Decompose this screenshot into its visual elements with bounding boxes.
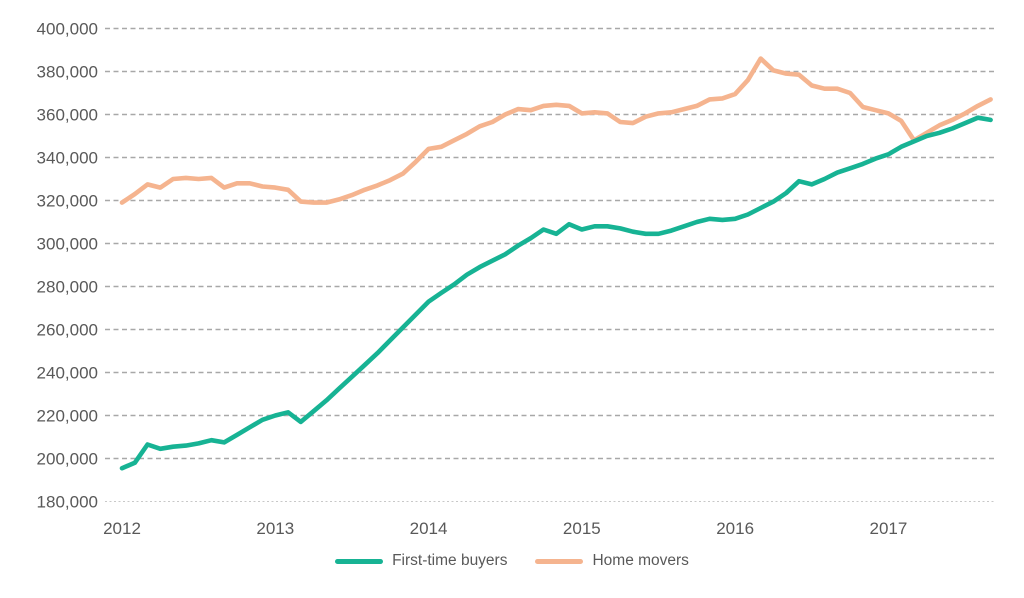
y-tick-label: 380,000	[37, 63, 98, 82]
y-tick-label: 220,000	[37, 407, 98, 426]
first-time-buyers-line-swatch	[335, 558, 384, 564]
line-chart: 180,000 200,000 220,000 240,000 260,000 280,0…	[37, 20, 995, 538]
x-tick-label: 2013	[256, 519, 294, 538]
y-tick-label: 200,000	[37, 450, 98, 469]
y-tick-label: 300,000	[37, 235, 98, 254]
x-tick-label: 2017	[869, 519, 907, 538]
series-line-home-movers	[119, 56, 993, 205]
x-tick-label: 2016	[716, 519, 754, 538]
y-tick-label: 180,000	[37, 493, 98, 512]
x-tick-label: 2012	[103, 519, 141, 538]
home-movers-line-swatch	[535, 558, 584, 564]
legend-item-home-movers: Home movers	[535, 552, 689, 570]
series-line-first-time-buyers	[119, 115, 993, 471]
chart-legend: First-time buyers Home movers	[0, 552, 1024, 570]
y-tick-label: 400,000	[37, 20, 98, 39]
y-tick-label: 260,000	[37, 321, 98, 340]
x-tick-label: 2015	[563, 519, 601, 538]
y-tick-label: 340,000	[37, 149, 98, 168]
legend-item-first-time-buyers: First-time buyers	[335, 552, 507, 570]
x-tick-label: 2014	[410, 519, 448, 538]
y-tick-label: 320,000	[37, 192, 98, 211]
y-tick-label: 360,000	[37, 106, 98, 125]
legend-label-home-movers: Home movers	[592, 552, 689, 569]
y-tick-label: 240,000	[37, 364, 98, 383]
y-tick-label: 280,000	[37, 278, 98, 297]
legend-label-first-time-buyers: First-time buyers	[392, 552, 508, 569]
